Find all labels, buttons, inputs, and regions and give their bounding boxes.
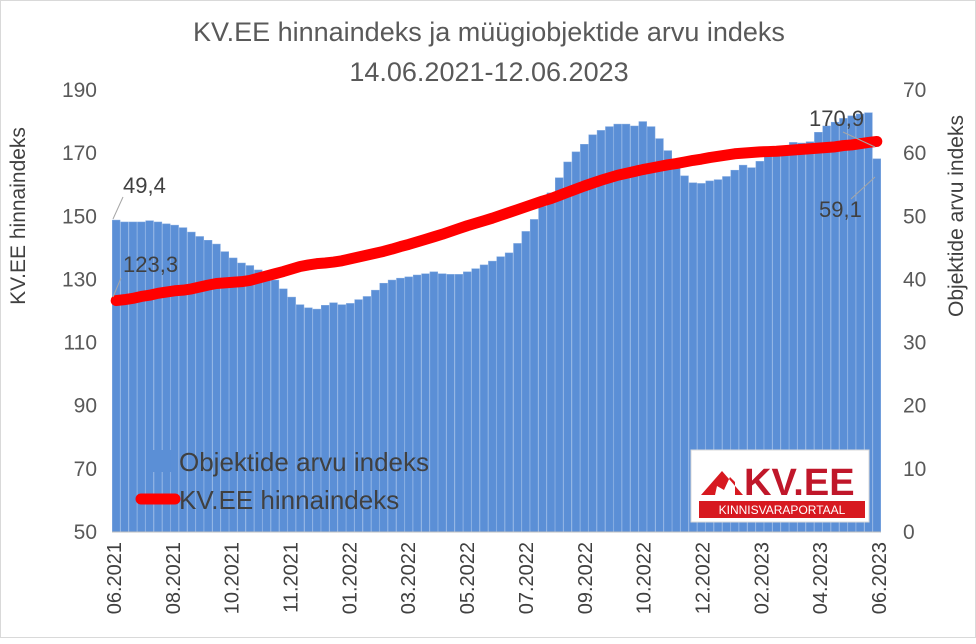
y-right-tick-label: 10 xyxy=(903,458,926,481)
x-tick-label: 05.2022 xyxy=(457,542,479,614)
kv-ee-logo: KV.EE KINNISVARAPORTAAL xyxy=(690,449,870,523)
x-tick-label: 03.2022 xyxy=(398,542,420,614)
logo-tagline: KINNISVARAPORTAAL xyxy=(719,503,846,517)
y-left-tick-label: 150 xyxy=(62,205,97,228)
y-right-tick-label: 40 xyxy=(903,268,926,291)
bar xyxy=(555,177,564,533)
bar xyxy=(630,125,639,533)
y-left-tick-label: 130 xyxy=(62,268,97,291)
y-right-tick-label: 0 xyxy=(903,521,915,544)
bar xyxy=(621,123,631,533)
annotation-line-end: 170,9 xyxy=(809,106,864,131)
annotation-leader-bar-start xyxy=(112,196,124,220)
bar xyxy=(563,161,572,533)
y-left-tick-label: 170 xyxy=(62,142,97,165)
annotations-layer: 49,4 123,3 170,9 59,1 xyxy=(112,106,876,298)
x-tick-label: 09.2022 xyxy=(575,542,597,614)
x-tick-label: 06.2021 xyxy=(104,542,126,614)
y-right-tick-label: 70 xyxy=(903,79,926,102)
house-icon xyxy=(701,471,743,495)
y-right-tick-label: 30 xyxy=(903,332,926,355)
bar xyxy=(680,175,689,533)
bar xyxy=(546,192,555,533)
y-left-tick-label: 90 xyxy=(74,395,97,418)
x-tick-label: 06.2023 xyxy=(869,542,891,614)
y-left-tick-label: 190 xyxy=(62,79,97,102)
x-tick-label: 01.2022 xyxy=(339,542,361,614)
bar xyxy=(596,130,606,533)
x-tick-label: 08.2021 xyxy=(163,542,185,614)
x-tick-label: 07.2022 xyxy=(516,542,538,614)
bar xyxy=(538,205,547,533)
bar xyxy=(496,256,505,533)
x-tick-label: 10.2021 xyxy=(222,542,244,614)
annotation-leader-bar-end xyxy=(850,176,876,200)
bar xyxy=(446,274,455,533)
bar xyxy=(404,276,413,533)
bar xyxy=(504,252,514,533)
bar xyxy=(638,121,647,533)
y-left-tick-label: 110 xyxy=(64,332,97,355)
legend: Objektide arvu indeks KV.EE hinnaindeks xyxy=(135,447,429,515)
x-tick-label: 12.2022 xyxy=(692,542,714,614)
chart-title-line2: 14.06.2021-12.06.2023 xyxy=(349,57,628,87)
price-index-line xyxy=(110,135,883,307)
chart-title-line1: KV.EE hinnaindeks ja müügiobjektide arvu… xyxy=(193,17,785,47)
legend-swatch-bar xyxy=(151,450,173,472)
bar xyxy=(479,264,489,533)
bar xyxy=(471,268,480,533)
annotation-leader-line-end xyxy=(842,131,876,148)
bar xyxy=(580,144,589,533)
bar xyxy=(672,159,681,533)
bar xyxy=(513,243,522,533)
tick-labels-layer: 50 70 90 110 130 150 170 190 0 10 20 30 40 50 60 70 06.2… xyxy=(62,79,926,614)
annotation-line-start: 123,3 xyxy=(123,252,178,277)
bar xyxy=(454,274,464,533)
bar xyxy=(571,151,581,533)
bar xyxy=(588,134,597,533)
annotation-leader-line-start xyxy=(112,277,122,298)
bar xyxy=(412,274,422,533)
bar xyxy=(421,273,430,533)
bar xyxy=(663,150,672,533)
y-axis-right-title: Objektide arvu indeks xyxy=(945,115,968,317)
bar xyxy=(521,231,530,533)
annotation-bar-start: 49,4 xyxy=(123,173,166,198)
bar xyxy=(112,219,121,533)
legend-label-line: KV.EE hinnaindeks xyxy=(179,485,399,515)
bar xyxy=(872,158,881,533)
bar xyxy=(529,219,539,533)
bar xyxy=(655,138,664,533)
x-tick-label: 11.2021 xyxy=(281,542,303,613)
y-right-tick-label: 50 xyxy=(903,205,926,228)
bar xyxy=(438,273,447,533)
logo-tagline-band xyxy=(699,501,865,518)
y-right-tick-label: 60 xyxy=(903,142,926,165)
legend-label-bar: Objektide arvu indeks xyxy=(179,447,429,477)
bar-series-layer xyxy=(112,112,881,533)
x-tick-label: 10.2022 xyxy=(634,542,656,614)
y-left-tick-label: 50 xyxy=(74,521,97,544)
x-tick-label: 04.2023 xyxy=(810,542,832,614)
line-series-layer xyxy=(110,135,883,307)
bar xyxy=(613,123,622,533)
bar xyxy=(429,271,438,533)
bar xyxy=(605,126,614,533)
bar xyxy=(647,126,656,533)
x-tick-label: 02.2023 xyxy=(751,542,773,614)
y-axis-left-title: KV.EE hinnaindeks xyxy=(7,127,30,305)
logo-brand: KV.EE xyxy=(744,462,855,504)
bar xyxy=(463,271,472,533)
y-left-tick-label: 70 xyxy=(74,458,97,481)
annotation-bar-end: 59,1 xyxy=(819,197,862,222)
bar xyxy=(488,260,497,533)
y-right-tick-label: 20 xyxy=(903,395,926,418)
